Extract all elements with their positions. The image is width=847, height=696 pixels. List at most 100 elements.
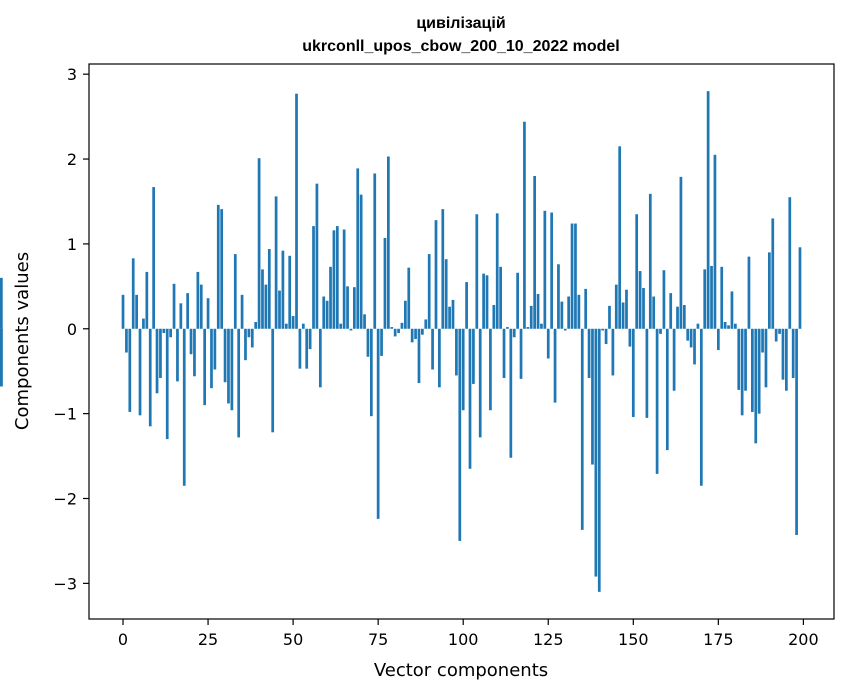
bar [298,328,302,369]
bar [393,328,397,337]
x-tick-label: 125 [533,630,564,649]
bar [652,296,656,329]
bar [560,301,564,329]
bar [131,258,135,329]
bar [288,255,292,329]
bar [710,265,713,329]
bar [264,284,268,329]
bar [366,328,370,357]
bar [145,271,149,329]
bar [672,328,676,391]
bar [128,328,132,412]
bar [550,212,554,329]
bar [682,305,686,329]
bar [492,305,496,329]
bar [526,327,530,329]
bar [740,328,744,416]
y-tick-label: 2 [67,150,77,169]
bar [628,328,632,347]
bar [563,328,567,331]
bar [764,328,768,388]
bar [791,328,795,378]
bar [352,287,356,329]
bar [332,230,336,329]
bar [529,305,533,329]
bar [431,328,434,370]
bar [444,259,448,329]
bar [301,323,305,329]
bar [159,328,162,378]
bar [727,325,730,329]
bar [339,323,343,329]
bar [230,328,234,411]
bar [380,328,383,356]
bar [0,328,3,387]
bar [356,168,360,329]
bar [778,328,781,334]
bar [434,220,438,329]
bar [713,154,717,329]
y-axis-label: Components values [12,252,33,430]
bar [427,254,431,329]
bar [516,272,519,329]
bar [642,288,645,329]
bar [482,273,485,329]
bar [458,328,462,541]
bar [295,93,298,329]
bar [587,328,591,378]
bar [662,270,666,329]
bar [625,289,628,329]
bar [730,291,734,329]
bar [533,176,536,329]
bar [512,328,516,338]
bar [162,328,166,334]
bar [278,290,281,329]
bar [142,318,145,329]
bar [400,322,404,329]
bar [621,302,625,329]
bar [768,252,771,329]
bar [591,328,594,465]
bar [257,158,261,329]
y-tick-label: −2 [53,489,77,508]
bar [655,328,659,474]
bar [223,328,227,383]
bar [281,250,285,329]
bar [451,299,455,329]
bar [315,183,319,329]
bar [267,249,271,329]
bar [346,286,349,329]
bar [342,229,346,329]
bar [421,328,424,335]
bar [597,328,601,592]
bar [679,176,683,329]
bar [404,300,407,329]
bar [274,196,278,329]
bar [148,328,152,427]
bar [536,293,540,329]
y-tick-label: −1 [53,405,77,424]
bar [237,328,241,438]
bar [176,328,179,382]
bar [659,328,662,334]
bar [397,328,400,334]
bar [318,328,322,388]
bar [737,328,741,390]
bar [774,328,778,342]
x-tick-label: 50 [283,630,303,649]
bar [172,283,176,329]
y-tick-label: 3 [67,65,77,84]
bar [638,271,642,329]
bar [475,214,479,329]
bar [441,209,445,329]
bar [495,213,499,329]
x-axis-ticks: 0 25 50 75 100 125 150 175 200 [118,619,819,649]
plot-frame [88,63,835,620]
bar [193,328,196,377]
bar [584,288,588,329]
bar [499,266,502,329]
bar [574,223,577,329]
bar [635,214,639,329]
bar [788,197,792,329]
